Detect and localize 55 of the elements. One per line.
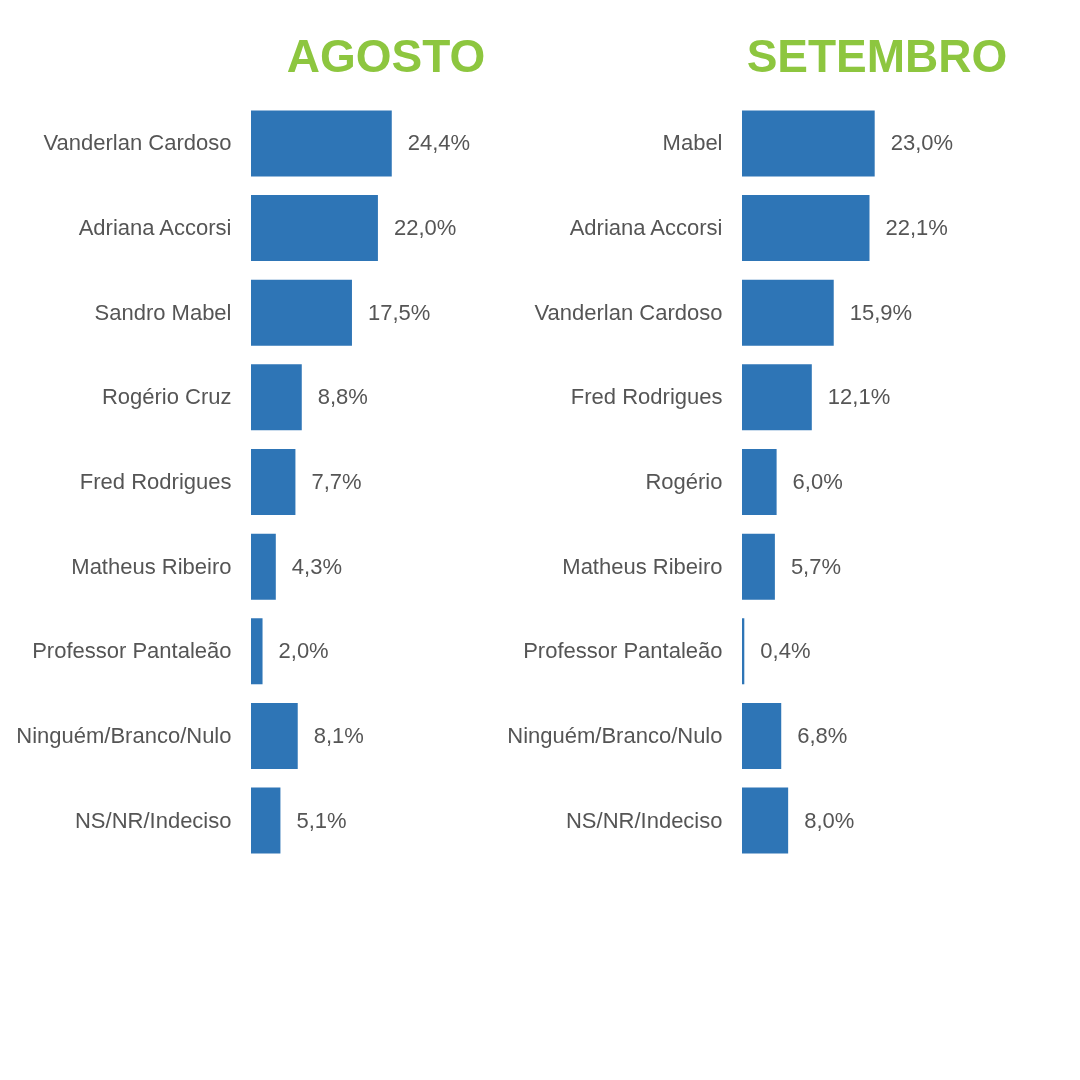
y-tick-label: Matheus Ribeiro	[562, 553, 723, 579]
y-tick-label: Ninguém/Branco/Nulo	[507, 722, 723, 748]
data-label: 5,1%	[296, 807, 347, 833]
bar	[251, 279, 352, 346]
data-label: 12,1%	[827, 384, 891, 410]
y-tick-label: Adriana Accorsi	[569, 215, 723, 241]
bar	[251, 364, 302, 431]
chart-title: SETEMBRO	[746, 30, 1008, 82]
data-label: 6,0%	[792, 469, 843, 494]
bar	[742, 364, 812, 431]
data-label: 17,5%	[367, 299, 431, 325]
bar	[742, 448, 777, 516]
y-tick-label: Fred Rodrigues	[570, 384, 723, 410]
y-tick-label: Mabel	[662, 130, 723, 156]
bar	[742, 787, 789, 854]
y-tick-label: Vanderlan Cardoso	[43, 130, 232, 156]
bar	[742, 279, 834, 346]
y-tick-label: Professor Pantaleão	[523, 638, 723, 664]
data-label: 5,7%	[790, 553, 842, 579]
bar	[742, 702, 782, 769]
bar	[251, 110, 392, 177]
data-label: 0,4%	[760, 638, 811, 664]
y-tick-label: Rogério	[645, 469, 723, 494]
y-tick-label: Vanderlan Cardoso	[534, 299, 723, 325]
bar	[251, 533, 276, 600]
y-tick-label: NS/NR/Indeciso	[565, 807, 723, 833]
data-label: 6,8%	[797, 722, 848, 748]
data-label: 8,0%	[804, 807, 855, 833]
data-label: 8,8%	[317, 384, 368, 410]
y-tick-label: Ninguém/Branco/Nulo	[16, 722, 232, 748]
data-label: 24,4%	[407, 130, 471, 156]
data-label: 23,0%	[890, 130, 954, 156]
y-tick-label: NS/NR/Indeciso	[74, 807, 232, 833]
data-label: 22,0%	[393, 215, 457, 241]
y-tick-label: Professor Pantaleão	[32, 638, 232, 664]
bar	[742, 110, 875, 177]
data-label: 2,0%	[278, 638, 329, 664]
bar	[251, 195, 378, 262]
chart-title: AGOSTO	[286, 30, 486, 82]
data-label: 22,1%	[885, 215, 948, 241]
bar	[251, 448, 296, 516]
y-tick-label: Adriana Accorsi	[78, 215, 232, 241]
data-label: 8,1%	[313, 722, 364, 748]
y-tick-label: Fred Rodrigues	[79, 469, 232, 494]
y-tick-label: Sandro Mabel	[94, 299, 232, 325]
data-label: 7,7%	[311, 469, 362, 494]
bar	[251, 618, 263, 685]
bar	[742, 533, 775, 600]
data-label: 4,3%	[291, 553, 342, 579]
data-label: 15,9%	[849, 299, 913, 325]
bar	[251, 787, 281, 854]
y-tick-label: Rogério Cruz	[101, 384, 232, 410]
y-tick-label: Matheus Ribeiro	[71, 553, 232, 579]
bar	[742, 195, 870, 262]
bar	[251, 702, 298, 769]
